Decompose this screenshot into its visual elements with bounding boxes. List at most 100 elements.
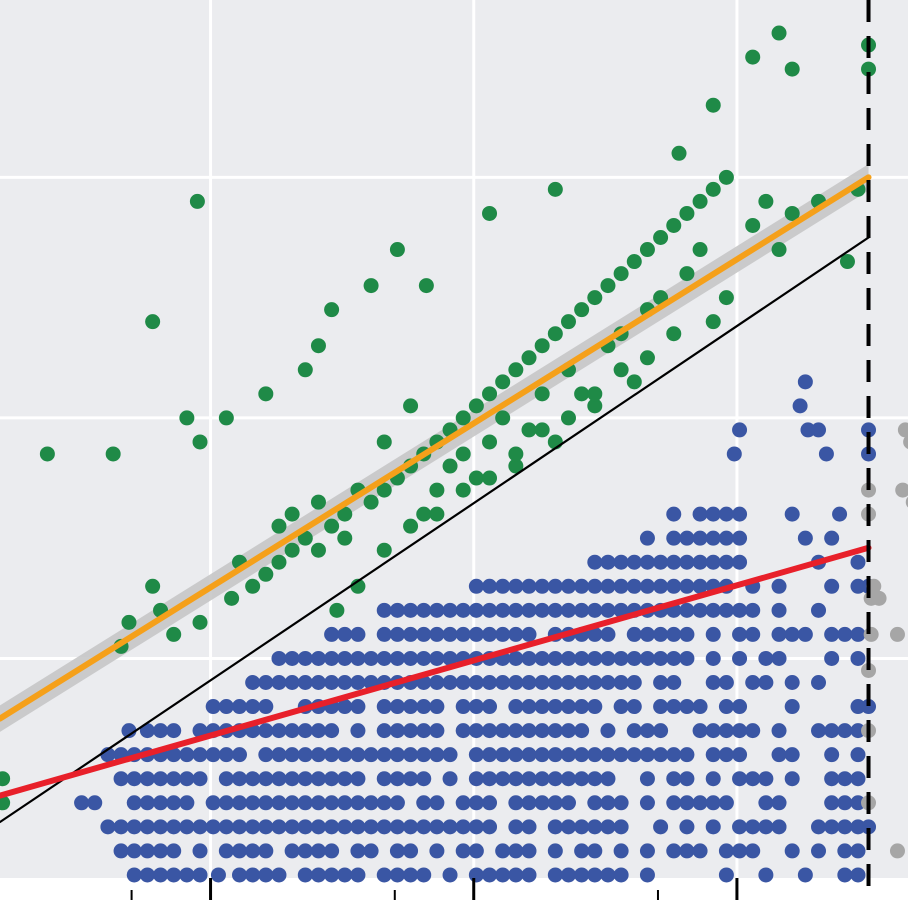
point-treated: [732, 771, 748, 787]
point-treated: [376, 771, 392, 787]
point-treated: [534, 578, 550, 594]
point-treated: [639, 578, 655, 594]
point-treated: [705, 506, 721, 522]
point-treated: [587, 699, 603, 715]
point-treated: [113, 819, 129, 835]
point-treated: [547, 602, 563, 618]
point-treated: [87, 795, 103, 811]
point-treated: [271, 723, 287, 739]
point-high: [418, 278, 434, 294]
point-treated: [100, 819, 116, 835]
point-treated: [376, 699, 392, 715]
point-treated: [613, 795, 629, 811]
point-high: [145, 314, 161, 330]
point-treated: [363, 819, 379, 835]
point-treated: [482, 747, 498, 763]
point-treated: [653, 819, 669, 835]
point-treated: [482, 771, 498, 787]
point-treated: [771, 747, 787, 763]
point-treated: [587, 602, 603, 618]
point-treated: [429, 602, 445, 618]
point-treated: [350, 771, 366, 787]
point-treated: [337, 626, 353, 642]
point-treated: [587, 843, 603, 859]
point-treated: [850, 819, 866, 835]
point-treated: [745, 675, 761, 691]
point-treated: [560, 771, 576, 787]
point-treated: [560, 602, 576, 618]
point-high: [284, 542, 300, 558]
point-treated: [166, 867, 182, 883]
point-treated: [376, 867, 392, 883]
point-treated: [692, 530, 708, 546]
point-treated: [758, 819, 774, 835]
point-treated: [245, 699, 261, 715]
point-excluded: [905, 496, 908, 508]
point-high: [482, 470, 498, 486]
point-treated: [818, 446, 834, 462]
point-treated: [429, 843, 445, 859]
point-treated: [297, 723, 313, 739]
point-treated: [521, 602, 537, 618]
point-treated: [121, 723, 137, 739]
point-treated: [508, 675, 524, 691]
point-treated: [284, 723, 300, 739]
point-high: [271, 554, 287, 570]
point-treated: [297, 747, 313, 763]
point-treated: [245, 771, 261, 787]
point-treated: [389, 819, 405, 835]
point-treated: [560, 650, 576, 666]
point-treated: [560, 795, 576, 811]
point-treated: [732, 747, 748, 763]
point-treated: [389, 699, 405, 715]
point-treated: [653, 650, 669, 666]
point-treated: [284, 650, 300, 666]
point-treated: [232, 819, 248, 835]
point-treated: [705, 602, 721, 618]
point-treated: [482, 867, 498, 883]
point-treated: [560, 675, 576, 691]
point-treated: [113, 843, 129, 859]
point-treated: [271, 675, 287, 691]
point-treated: [210, 867, 226, 883]
point-high: [521, 422, 537, 438]
point-treated: [534, 795, 550, 811]
point-treated: [679, 795, 695, 811]
point-treated: [324, 626, 340, 642]
point-treated: [534, 602, 550, 618]
point-treated: [692, 795, 708, 811]
point-treated: [824, 819, 840, 835]
point-treated: [179, 771, 195, 787]
point-treated: [468, 867, 484, 883]
point-treated: [692, 602, 708, 618]
fit-line-high_fit: [0, 174, 872, 722]
point-treated: [613, 650, 629, 666]
point-treated: [534, 699, 550, 715]
point-treated: [705, 650, 721, 666]
point-treated: [429, 795, 445, 811]
point-treated: [626, 747, 642, 763]
point-treated: [403, 771, 419, 787]
point-treated: [403, 626, 419, 642]
point-treated: [600, 602, 616, 618]
point-treated: [547, 843, 563, 859]
point-treated: [613, 554, 629, 570]
point-treated: [771, 819, 787, 835]
point-high: [626, 374, 642, 390]
point-treated: [861, 699, 877, 715]
point-treated: [600, 819, 616, 835]
point-treated: [811, 675, 827, 691]
point-treated: [468, 602, 484, 618]
point-treated: [245, 675, 261, 691]
point-treated: [560, 578, 576, 594]
point-treated: [850, 843, 866, 859]
point-high: [679, 266, 695, 282]
point-treated: [692, 554, 708, 570]
point-treated: [705, 771, 721, 787]
point-treated: [350, 723, 366, 739]
point-treated: [639, 747, 655, 763]
point-treated: [574, 602, 590, 618]
point-treated: [587, 795, 603, 811]
point-treated: [705, 626, 721, 642]
point-treated: [732, 699, 748, 715]
